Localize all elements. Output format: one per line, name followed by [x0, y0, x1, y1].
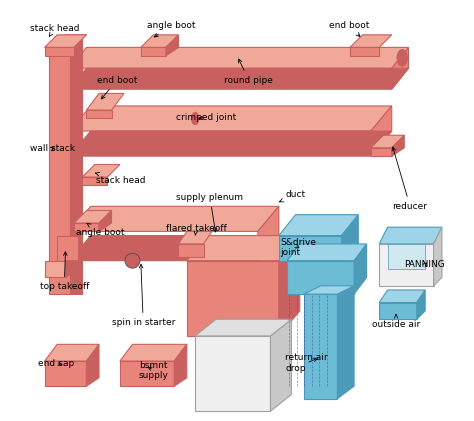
Polygon shape	[371, 135, 404, 148]
Text: reducer: reducer	[392, 147, 428, 211]
Text: wall stack: wall stack	[30, 144, 75, 153]
Polygon shape	[434, 227, 442, 286]
Polygon shape	[279, 236, 342, 261]
Polygon shape	[350, 48, 379, 56]
Polygon shape	[57, 236, 78, 261]
Ellipse shape	[397, 50, 408, 66]
Polygon shape	[166, 35, 178, 56]
Polygon shape	[141, 48, 166, 56]
Polygon shape	[371, 148, 392, 156]
Text: top takeoff: top takeoff	[40, 252, 89, 291]
Text: flared takeoff: flared takeoff	[166, 224, 227, 235]
Text: angle boot: angle boot	[76, 224, 125, 237]
Polygon shape	[178, 232, 212, 244]
Polygon shape	[271, 319, 292, 411]
Polygon shape	[70, 206, 279, 232]
Polygon shape	[49, 48, 70, 294]
Polygon shape	[82, 177, 107, 185]
Text: crimped joint: crimped joint	[176, 113, 237, 122]
Text: end boot: end boot	[97, 75, 137, 99]
Polygon shape	[304, 294, 337, 399]
Polygon shape	[371, 106, 392, 156]
Polygon shape	[70, 35, 82, 294]
Polygon shape	[45, 344, 99, 361]
Polygon shape	[74, 223, 99, 232]
Polygon shape	[354, 244, 367, 294]
Polygon shape	[74, 210, 111, 223]
Polygon shape	[45, 48, 74, 56]
Polygon shape	[99, 210, 111, 232]
Text: S&drive
joint: S&drive joint	[280, 237, 316, 257]
Text: stack head: stack head	[30, 24, 80, 36]
Polygon shape	[70, 106, 392, 131]
Polygon shape	[86, 110, 111, 118]
Ellipse shape	[283, 141, 291, 151]
Text: end boot: end boot	[329, 21, 369, 36]
Polygon shape	[195, 336, 271, 411]
Text: round pipe: round pipe	[225, 59, 273, 85]
Polygon shape	[279, 236, 300, 336]
Polygon shape	[350, 35, 392, 48]
Polygon shape	[379, 227, 442, 244]
Polygon shape	[70, 236, 279, 261]
Polygon shape	[392, 135, 404, 156]
Polygon shape	[70, 68, 409, 89]
Polygon shape	[379, 303, 417, 319]
Polygon shape	[287, 261, 354, 294]
Text: angle boot: angle boot	[147, 21, 196, 37]
Polygon shape	[70, 131, 392, 156]
Polygon shape	[279, 215, 358, 236]
Polygon shape	[388, 244, 425, 269]
Polygon shape	[178, 244, 203, 256]
Polygon shape	[49, 35, 86, 48]
Polygon shape	[187, 261, 279, 336]
Polygon shape	[45, 35, 86, 48]
Polygon shape	[70, 48, 409, 68]
Polygon shape	[304, 286, 354, 294]
Polygon shape	[141, 35, 178, 48]
Text: supply plenum: supply plenum	[176, 193, 243, 232]
Circle shape	[125, 253, 140, 268]
Polygon shape	[379, 290, 425, 303]
Text: return air
drop: return air drop	[285, 354, 328, 373]
Polygon shape	[337, 286, 354, 399]
Polygon shape	[417, 290, 425, 319]
Polygon shape	[187, 236, 300, 261]
Polygon shape	[45, 261, 65, 277]
Text: outside air: outside air	[372, 314, 420, 329]
Ellipse shape	[191, 112, 199, 125]
Polygon shape	[65, 261, 78, 277]
Polygon shape	[174, 344, 187, 386]
Polygon shape	[342, 215, 358, 261]
Polygon shape	[45, 361, 86, 386]
Polygon shape	[287, 244, 367, 261]
Text: end cap: end cap	[38, 359, 74, 368]
Text: PANNING: PANNING	[404, 260, 445, 269]
Polygon shape	[195, 319, 292, 336]
Text: spin in starter: spin in starter	[111, 264, 175, 327]
Polygon shape	[86, 93, 124, 110]
Text: stack head: stack head	[95, 173, 145, 185]
Polygon shape	[392, 48, 409, 89]
Polygon shape	[86, 344, 99, 386]
Circle shape	[158, 239, 173, 253]
Polygon shape	[120, 361, 174, 386]
Polygon shape	[120, 344, 187, 361]
Polygon shape	[258, 206, 279, 261]
Text: bsmnt
supply: bsmnt supply	[139, 360, 169, 380]
Circle shape	[125, 239, 140, 253]
Polygon shape	[82, 165, 120, 177]
Text: duct: duct	[280, 190, 305, 202]
Polygon shape	[379, 244, 434, 286]
